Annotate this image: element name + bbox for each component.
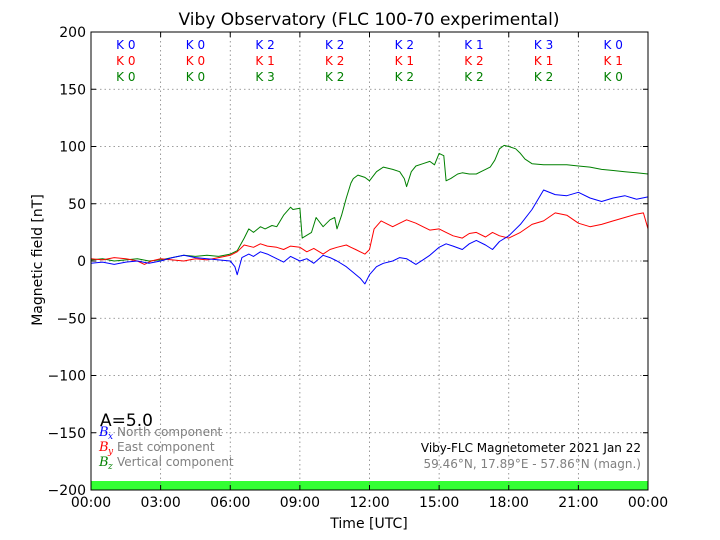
k-index-north: K 2: [395, 38, 414, 52]
k-index-north: K 1: [464, 38, 483, 52]
a-index-label: A=5.0: [100, 411, 153, 431]
y-tick-label: 50: [68, 197, 86, 213]
series-line-vertical: [90, 144, 649, 262]
x-axis-title: Time [UTC]: [329, 516, 407, 532]
k-index-vertical: K 2: [464, 70, 483, 84]
y-tick-label: 0: [77, 254, 86, 270]
x-tick-label: 09:00: [280, 495, 320, 511]
k-index-north: K 0: [604, 38, 623, 52]
x-tick-label: 03:00: [140, 495, 180, 511]
k-index-east: K 1: [255, 54, 274, 68]
k-index-east: K 0: [186, 54, 205, 68]
x-tick-label: 00:00: [71, 495, 111, 511]
magnetometer-info: Viby-FLC Magnetometer 2021 Jan 22: [421, 441, 641, 455]
station-coordinates: 59.46°N, 17.89°E - 57.86°N (magn.): [424, 457, 641, 471]
k-index-east: K 2: [325, 54, 344, 68]
k-index-vertical: K 0: [116, 70, 135, 84]
y-axis-title: Magnetic field [nT]: [30, 194, 46, 326]
x-tick-label: 15:00: [419, 495, 459, 511]
x-tick-label: 21:00: [558, 495, 598, 511]
series-line-north: [90, 189, 649, 285]
k-index-vertical: K 3: [255, 70, 274, 84]
x-tick-label: 12:00: [349, 495, 389, 511]
legend-label: Vertical component: [117, 455, 234, 469]
series-line-east: [90, 212, 649, 265]
k-index-vertical: K 0: [604, 70, 623, 84]
legend-label: North component: [117, 425, 223, 439]
k-index-north: K 0: [116, 38, 135, 52]
x-tick-label: 00:00: [628, 495, 668, 511]
x-tick-label: 18:00: [489, 495, 529, 511]
k-index-north: K 0: [186, 38, 205, 52]
k-index-vertical: K 2: [325, 70, 344, 84]
legend-subscript: y: [107, 447, 114, 457]
axis-ticks: 00:00 03:00 06:00 09:00 12:00 15:00 18:00 21:00…: [48, 25, 669, 511]
y-tick-label: 200: [59, 25, 86, 41]
k-index-north: K 2: [255, 38, 274, 52]
legend-label: East component: [117, 440, 215, 454]
y-tick-label: −150: [48, 426, 86, 442]
k-index-vertical: K 2: [395, 70, 414, 84]
grid: [91, 32, 648, 490]
k-index-north: K 2: [325, 38, 344, 52]
k-index-east: K 1: [395, 54, 414, 68]
legend-symbol: B: [98, 440, 109, 455]
y-tick-label: −100: [48, 369, 86, 385]
k-index-vertical: K 2: [534, 70, 553, 84]
legend-subscript: z: [107, 462, 113, 472]
k-index-table: K 0 K 0 K 2 K 2 K 2 K 1 K 3 K 0 K 0 K 0 K 1 K 2 K 1 K…: [116, 38, 623, 84]
series-lines: [90, 144, 649, 285]
y-tick-label: −200: [48, 483, 86, 499]
k-index-vertical: K 0: [186, 70, 205, 84]
k-index-east: K 1: [604, 54, 623, 68]
x-tick-label: 06:00: [210, 495, 250, 511]
y-tick-label: 150: [59, 82, 86, 98]
legend-symbol: B: [98, 425, 109, 440]
k-index-east: K 2: [464, 54, 483, 68]
legend-subscript: x: [108, 432, 113, 442]
y-tick-label: 100: [59, 140, 86, 156]
k-index-east: K 1: [534, 54, 553, 68]
chart-title: Viby Observatory (FLC 100-70 experimenta…: [179, 10, 560, 30]
legend-symbol: B: [98, 455, 109, 470]
k-index-north: K 3: [534, 38, 553, 52]
y-tick-label: −50: [56, 311, 86, 327]
k-index-east: K 0: [116, 54, 135, 68]
